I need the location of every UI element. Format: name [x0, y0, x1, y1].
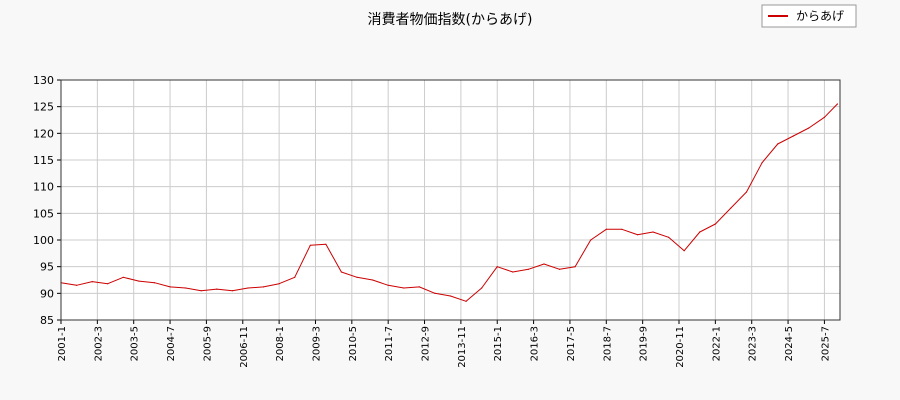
data-point	[449, 295, 452, 297]
data-point	[730, 207, 732, 209]
data-point	[294, 276, 296, 278]
data-point	[683, 250, 685, 252]
x-tick-label: 2018-7	[602, 326, 613, 361]
x-tick-label: 2020-11	[675, 326, 686, 368]
data-point	[527, 268, 530, 270]
x-tick-label: 2017-5	[566, 326, 577, 361]
y-tick-label: 85	[40, 314, 54, 327]
y-axis: 85 90 95 100 105 110 115 120 125 130	[33, 74, 61, 327]
data-point	[91, 281, 93, 283]
data-point	[714, 223, 717, 225]
x-tick-label: 2022-1	[711, 326, 722, 361]
data-point	[325, 243, 327, 245]
data-point	[169, 286, 171, 288]
y-tick-label: 100	[33, 234, 54, 247]
plot-area	[61, 80, 840, 320]
data-point	[543, 263, 545, 265]
data-point	[278, 283, 280, 285]
x-tick-label: 2016-3	[530, 326, 541, 361]
x-tick-label: 2011-7	[384, 326, 395, 361]
x-axis: 2001-1 2002-3 2003-5 2004-7 2005-9 2006-11 200…	[57, 320, 831, 368]
legend-box	[761, 4, 857, 28]
data-point	[574, 266, 576, 268]
data-point	[216, 288, 218, 290]
x-tick-label: 2004-7	[166, 326, 177, 361]
data-point	[777, 143, 779, 145]
data-point	[340, 271, 342, 273]
y-tick-label: 90	[40, 287, 54, 300]
data-point	[621, 228, 623, 230]
data-point	[481, 287, 483, 289]
data-point	[761, 162, 763, 164]
x-tick-label: 2006-11	[239, 326, 250, 368]
data-point	[465, 300, 467, 302]
data-point	[356, 276, 358, 278]
y-tick-label: 105	[33, 207, 54, 220]
data-point	[823, 116, 826, 118]
data-point	[559, 268, 561, 270]
data-point	[836, 103, 839, 105]
y-tick-label: 130	[33, 74, 54, 87]
x-tick-label: 2008-1	[275, 326, 286, 361]
x-tick-label: 2013-11	[457, 326, 468, 368]
data-point	[590, 239, 592, 241]
x-tick-label: 2009-3	[311, 326, 322, 361]
data-point	[745, 191, 748, 193]
chart-title: 消費者物価指数(からあげ)	[368, 12, 533, 28]
data-point	[792, 135, 794, 137]
y-tick-label: 120	[33, 127, 54, 140]
data-point	[262, 286, 265, 288]
data-point	[185, 287, 187, 289]
y-tick-label: 115	[33, 154, 54, 167]
data-point	[309, 244, 311, 246]
x-tick-label: 2005-9	[202, 326, 213, 361]
y-tick-label: 125	[33, 101, 54, 114]
data-point	[699, 231, 701, 233]
y-tick-label: 95	[40, 261, 54, 274]
data-point	[434, 292, 436, 294]
x-tick-label: 2025-7	[820, 326, 831, 361]
data-point	[496, 266, 498, 268]
x-tick-label: 2019-9	[639, 326, 650, 361]
x-tick-label: 2010-5	[348, 326, 359, 361]
plot-frame	[60, 79, 841, 321]
data-point	[231, 290, 233, 292]
legend: からあげ	[761, 4, 857, 28]
data-point	[138, 280, 140, 282]
x-tick-label: 2002-3	[93, 326, 104, 361]
data-point	[668, 236, 670, 238]
data-point	[808, 127, 810, 129]
data-point	[247, 287, 249, 289]
data-point	[652, 231, 654, 233]
x-tick-label: 2012-9	[421, 326, 432, 361]
data-point	[372, 279, 374, 281]
data-point	[636, 234, 639, 236]
data-point	[403, 287, 405, 289]
y-tick-label: 110	[33, 181, 54, 194]
data-point	[605, 228, 607, 230]
data-point	[153, 282, 156, 284]
x-tick-label: 2024-5	[784, 326, 795, 361]
data-point	[512, 271, 514, 273]
data-point	[387, 284, 389, 286]
data-point	[200, 290, 202, 292]
data-point	[122, 276, 124, 278]
x-tick-label: 2003-5	[130, 326, 141, 361]
x-tick-label: 2001-1	[57, 326, 68, 361]
data-point	[76, 284, 78, 286]
data-point	[107, 283, 109, 285]
series-group	[60, 103, 839, 302]
legend-label: からあげ	[796, 9, 844, 23]
x-tick-label: 2023-3	[748, 326, 759, 361]
x-tick-label: 2015-1	[493, 326, 504, 361]
data-point	[418, 286, 420, 288]
